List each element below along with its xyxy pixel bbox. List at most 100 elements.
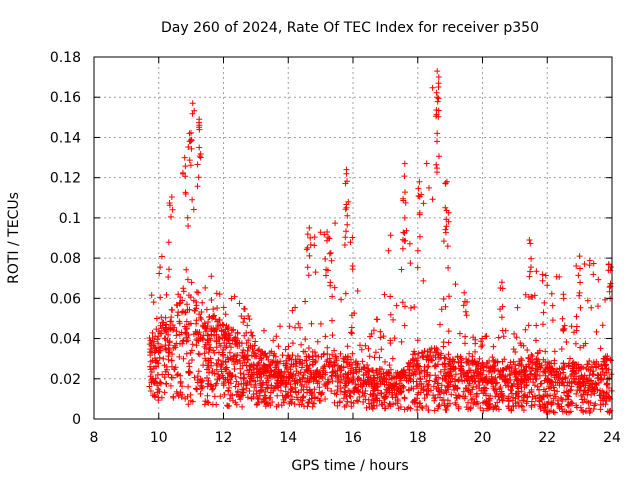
data-point [196,351,203,358]
data-point [490,343,497,350]
data-point [347,393,354,400]
data-point [377,328,384,335]
data-point [270,358,277,364]
data-point [421,348,428,355]
data-point [559,408,566,415]
data-point [366,404,373,410]
data-point [423,160,430,167]
data-point [288,399,295,406]
data-point [333,357,340,364]
data-point [528,264,534,271]
data-point [387,293,394,300]
data-point [263,354,270,361]
data-point [434,68,441,75]
data-point [234,352,241,358]
data-point [546,408,552,415]
data-point [173,388,180,395]
data-point [148,349,155,356]
data-point [498,279,505,286]
data-point [524,347,531,353]
data-point [504,379,511,386]
data-point [232,373,239,380]
data-point [187,320,194,327]
data-point [316,389,323,396]
data-point [444,384,451,391]
data-point [417,376,424,383]
data-point [350,400,357,407]
data-point [244,394,251,401]
data-point [528,255,535,262]
data-point [560,295,567,302]
data-point [599,365,606,372]
data-point [479,342,486,349]
data-point [153,326,160,333]
data-point [440,296,447,302]
data-point [200,332,207,339]
data-point [232,383,239,390]
data-point [344,212,351,219]
data-point [198,316,205,323]
data-point [181,154,188,161]
data-point [169,307,176,313]
data-point [359,389,366,396]
data-point [548,384,554,391]
data-point [533,376,540,383]
data-point [581,396,588,403]
data-point [304,403,311,410]
data-point [467,391,474,398]
data-point [445,351,452,358]
data-point [231,293,238,300]
data-point [146,335,153,341]
data-point [588,391,595,398]
data-point [510,394,517,401]
data-points [146,68,615,416]
x-tick-labels: 8 10 12 14 16 18 20 22 24 [90,430,621,446]
data-point [195,289,202,296]
data-point [518,388,525,395]
data-point [224,325,231,332]
data-point [162,314,169,321]
data-point [332,220,339,227]
data-point [199,335,206,342]
data-point [430,352,437,359]
data-point [286,323,293,330]
data-point [378,390,385,396]
data-point [434,98,441,105]
data-point [551,357,558,364]
data-point [419,405,426,412]
data-point [600,355,607,362]
data-point [574,404,580,411]
data-point [533,268,540,275]
data-point [565,402,572,409]
data-point [564,379,571,386]
data-point [163,328,170,335]
data-point [560,327,567,334]
data-point [569,371,576,378]
data-point [442,406,449,413]
data-point [444,243,451,250]
data-point [545,376,552,383]
data-point [402,189,408,196]
data-point [536,372,543,379]
data-point [426,184,432,191]
data-point [160,355,167,362]
data-point [270,387,277,394]
data-point [565,396,571,403]
data-point [224,402,231,409]
data-point [323,358,330,365]
data-point [508,407,515,414]
data-point [176,320,183,327]
data-point [386,362,393,369]
data-point [213,290,220,297]
data-point [399,299,406,306]
data-point [354,362,361,368]
data-point [524,373,530,380]
data-point [343,359,350,366]
data-point [305,272,312,279]
y-tick-label: 0.06 [50,291,81,307]
data-point [279,377,286,384]
data-point [354,387,361,394]
data-point [328,388,335,394]
data-point [239,392,246,399]
data-point [275,343,282,350]
